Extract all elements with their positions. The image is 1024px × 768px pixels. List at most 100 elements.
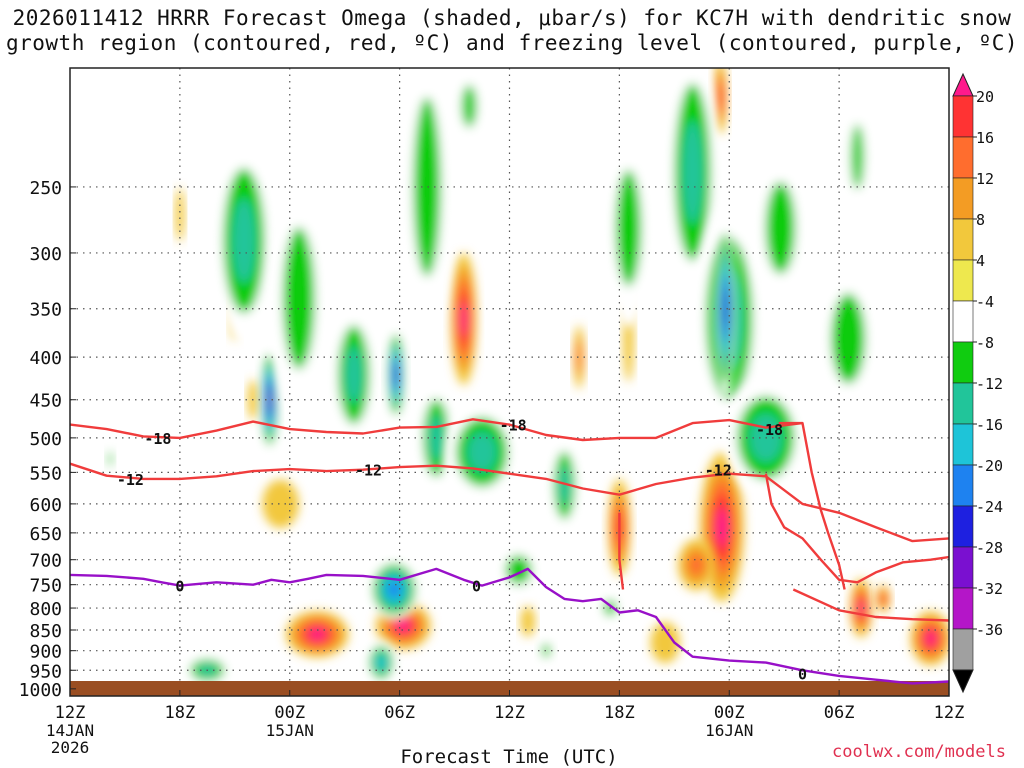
omega-band [880, 594, 886, 604]
omega-cell [910, 611, 949, 666]
omega-cell [286, 611, 349, 658]
omega-band [282, 227, 315, 370]
colorbar: 20 16 12 8 4 -4 -8 -12 -16 -20 -24 -28 -32 -36 [952, 72, 1003, 694]
dendritic-contour-line [778, 421, 846, 590]
omega-band [541, 643, 551, 658]
omega-band [576, 344, 582, 371]
y-tick-label: 950 [29, 661, 62, 682]
y-tick-label: 450 [29, 391, 62, 412]
omega-band [396, 619, 411, 632]
omega-cell [606, 128, 651, 328]
omega-cell [450, 252, 477, 386]
omega-band [765, 181, 796, 274]
y-tick-label: 700 [29, 551, 62, 572]
omega-cell [456, 69, 483, 143]
omega-band [858, 600, 864, 616]
x-tick-label: 18Z [165, 703, 196, 723]
omega-cell [754, 149, 807, 307]
omega-cell [875, 584, 891, 613]
dendritic-contour-label: -12 [355, 462, 382, 480]
omega-band [413, 97, 441, 277]
colorbar-label: 8 [976, 211, 985, 229]
omega-band [175, 187, 185, 242]
dendritic-contour-label: -12 [117, 471, 144, 489]
omega-band [344, 346, 363, 404]
grid-layer [70, 68, 949, 696]
colorbar-swatch [952, 341, 974, 384]
x-tick-label: 06Z [384, 703, 415, 723]
omega-band [650, 621, 680, 664]
omega-cell [714, 219, 737, 399]
omega-cell [496, 544, 541, 596]
y-tick-label: 550 [29, 463, 62, 484]
x-tick-label: 12Z [934, 703, 965, 723]
omega-band [716, 507, 728, 547]
colorbar-label: 4 [976, 252, 985, 270]
site-credit: coolwx.com/models [832, 742, 1006, 762]
y-tick-label: 250 [29, 178, 62, 199]
omega-cell [403, 68, 451, 341]
omega-cell [271, 176, 327, 420]
colorbar-label: -36 [976, 621, 1003, 639]
omega-band [231, 198, 257, 283]
omega-band [262, 479, 299, 529]
colorbar-bottom-arrow [952, 669, 974, 694]
omega-cell [712, 68, 728, 135]
omega-band [376, 655, 386, 670]
colorbar-top-arrow [952, 72, 974, 97]
y-axis: 2503003504004505005506006507007508008509… [19, 178, 76, 701]
dendritic-contour-line [618, 512, 625, 590]
colorbar-swatch [952, 218, 974, 261]
x-tick-label: 18Z [604, 703, 635, 723]
omega-band [460, 301, 468, 337]
colorbar-swatch [952, 546, 974, 589]
colorbar-label: -24 [976, 498, 1003, 516]
omega-cell [850, 578, 873, 638]
freezing-level-line [70, 567, 949, 685]
colorbar-swatch [952, 628, 974, 671]
omega-cell [650, 621, 680, 664]
omega-cell [445, 403, 519, 502]
colorbar-label: -28 [976, 539, 1003, 557]
colorbar-label: -16 [976, 416, 1003, 434]
omega-cell [818, 261, 878, 416]
omega-band [558, 465, 571, 506]
dendritic-contour-label: -18 [144, 430, 171, 448]
omega-cell [260, 347, 279, 453]
x-tick-label: 00Z [274, 703, 305, 723]
colorbar-label: -20 [976, 457, 1003, 475]
x-axis-title: Forecast Time (UTC) [400, 746, 617, 768]
colorbar-label: 12 [976, 170, 994, 188]
omega-band [717, 85, 723, 109]
y-tick-label: 650 [29, 524, 62, 545]
omega-cell [520, 606, 536, 637]
omega-cell [106, 445, 114, 473]
colorbar-swatch [952, 95, 974, 138]
x-tick-label: 00Z [714, 703, 745, 723]
colorbar-label: 16 [976, 129, 994, 147]
omega-band [682, 120, 704, 224]
omega-band [393, 364, 398, 386]
omega-band [387, 581, 401, 598]
omega-band [461, 84, 477, 128]
omega-cell [368, 558, 420, 621]
omega-band [466, 431, 498, 473]
y-tick-label: 600 [29, 495, 62, 516]
omega-band [925, 631, 936, 646]
y-tick-label: 800 [29, 599, 62, 620]
omega-cell [375, 601, 431, 650]
dendritic-contour-label: -12 [705, 462, 732, 480]
y-tick-label: 1000 [19, 680, 62, 701]
y-tick-label: 900 [29, 642, 62, 663]
omega-cell [846, 101, 869, 213]
freezing-level-label: 0 [472, 578, 481, 596]
dendritic-contour-line [764, 473, 949, 584]
omega-cell [386, 327, 406, 423]
omega-band [688, 554, 704, 576]
y-tick-label: 500 [29, 429, 62, 450]
x-tick-date: 16JAN [705, 721, 753, 740]
omega-band [723, 289, 728, 329]
colorbar-label: -8 [976, 334, 994, 352]
